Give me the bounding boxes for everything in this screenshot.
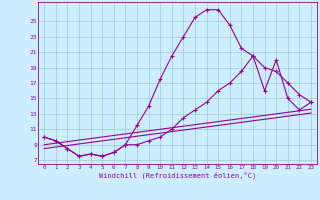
X-axis label: Windchill (Refroidissement éolien,°C): Windchill (Refroidissement éolien,°C) — [99, 172, 256, 179]
